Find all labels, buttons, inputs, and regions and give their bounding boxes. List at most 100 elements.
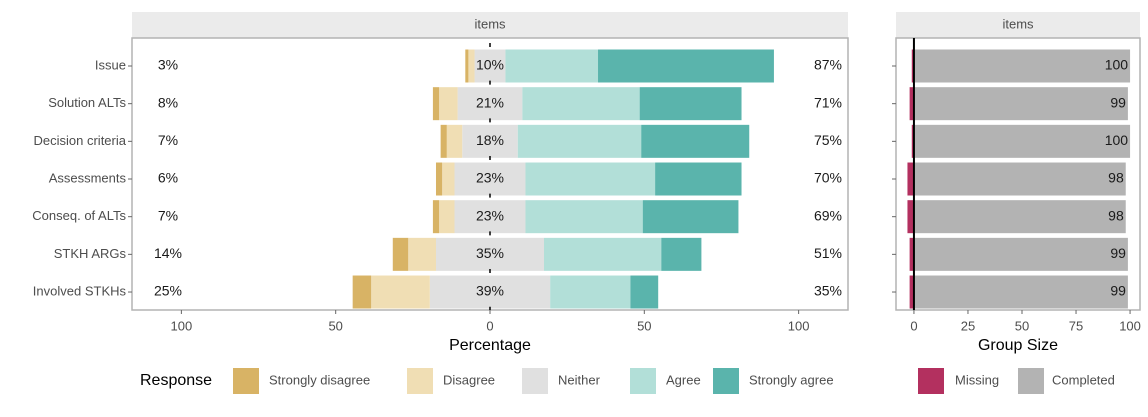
x-tick-label: 100 [1119, 318, 1141, 333]
low-label: 8% [158, 94, 178, 110]
high-label: 35% [814, 283, 842, 299]
y-tick-label: Issue [95, 57, 126, 72]
bar-segment [544, 237, 662, 271]
low-label: 6% [158, 170, 178, 186]
bar [913, 87, 1128, 121]
legend-swatch [630, 368, 656, 394]
legend-swatch [233, 368, 259, 394]
neutral-label: 10% [476, 57, 504, 73]
low-label: 3% [158, 57, 178, 73]
high-label: 69% [814, 207, 842, 223]
bar-segment [639, 87, 742, 121]
y-tick-label: Decision criteria [34, 133, 127, 148]
bar-segment [525, 162, 656, 196]
bar-segment [517, 124, 642, 158]
low-label: 14% [154, 245, 182, 261]
bar-segment [468, 49, 475, 83]
low-label: 25% [154, 283, 182, 299]
strip [896, 12, 1140, 38]
legend-swatch [713, 368, 739, 394]
bar-segment [432, 200, 440, 234]
legend-swatch [918, 368, 944, 394]
bar-segment [525, 200, 643, 234]
low-label: 7% [158, 132, 178, 148]
bar-segment [642, 200, 739, 234]
bar [913, 200, 1126, 234]
x-tick-label: 0 [910, 318, 917, 333]
bar-segment [440, 124, 447, 158]
bar-segment [371, 275, 430, 309]
neutral-label: 23% [476, 207, 504, 223]
high-label: 87% [814, 57, 842, 73]
bar-segment [435, 162, 443, 196]
neutral-label: 35% [476, 245, 504, 261]
x-tick-label: 50 [328, 318, 342, 333]
neutral-label: 23% [476, 170, 504, 186]
bar [913, 237, 1128, 271]
legend-label: Disagree [443, 372, 495, 387]
legend-label: Completed [1052, 372, 1115, 387]
x-tick-label: 25 [961, 318, 975, 333]
bar [907, 200, 914, 234]
bar-segment [352, 275, 372, 309]
neutral-label: 18% [476, 132, 504, 148]
bar-segment [392, 237, 409, 271]
neutral-label: 39% [476, 283, 504, 299]
bar-segment [550, 275, 631, 309]
y-tick-label: Solution ALTs [48, 95, 126, 110]
bar [907, 162, 914, 196]
bar-segment [429, 275, 551, 309]
legend-label: Strongly agree [749, 372, 834, 387]
bar-segment [465, 49, 469, 83]
y-tick-label: Assessments [49, 170, 127, 185]
strip [132, 12, 848, 38]
bar-segment [454, 162, 526, 196]
bar [913, 275, 1128, 309]
low-label: 7% [158, 207, 178, 223]
value-label: 99 [1110, 94, 1126, 110]
legend-label: Missing [955, 372, 999, 387]
value-label: 98 [1108, 207, 1124, 223]
bar-segment [474, 49, 506, 83]
legend-title: Response [140, 372, 212, 389]
value-label: 100 [1105, 57, 1129, 73]
legend-swatch [1018, 368, 1044, 394]
value-label: 99 [1110, 245, 1126, 261]
bar-segment [661, 237, 702, 271]
bar-segment [408, 237, 436, 271]
neutral-label: 21% [476, 94, 504, 110]
x-axis-title: Percentage [449, 337, 531, 354]
bar [909, 87, 914, 121]
bar [909, 275, 914, 309]
strip-label: items [1002, 16, 1034, 31]
x-tick-label: 100 [788, 318, 810, 333]
bar-segment [505, 49, 599, 83]
legend-label: Agree [666, 372, 701, 387]
high-label: 70% [814, 170, 842, 186]
high-label: 75% [814, 132, 842, 148]
x-axis-title: Group Size [978, 337, 1058, 354]
value-label: 100 [1105, 132, 1129, 148]
high-label: 51% [814, 245, 842, 261]
y-tick-label: Conseq. of ALTs [32, 208, 126, 223]
bar [913, 124, 1131, 158]
bar [911, 49, 914, 83]
bar [911, 124, 914, 158]
legend-label: Neither [558, 372, 601, 387]
bar-segment [641, 124, 750, 158]
x-tick-label: 50 [1015, 318, 1029, 333]
x-tick-label: 0 [486, 318, 493, 333]
bar-segment [446, 124, 463, 158]
bar-segment [598, 49, 774, 83]
value-label: 99 [1110, 283, 1126, 299]
bar-segment [630, 275, 659, 309]
y-tick-label: STKH ARGs [54, 246, 127, 261]
x-tick-label: 50 [637, 318, 651, 333]
bar [909, 237, 914, 271]
bar-segment [522, 87, 640, 121]
bar-segment [435, 237, 545, 271]
bar [913, 49, 1131, 83]
bar-segment [462, 124, 518, 158]
bar-segment [439, 200, 455, 234]
